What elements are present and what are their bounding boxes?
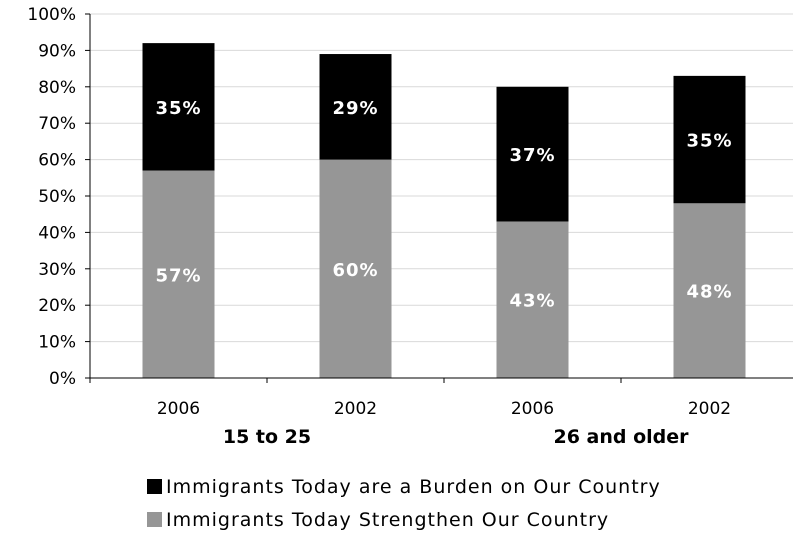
- data-label: 35%: [686, 131, 732, 152]
- y-tick-label: 20%: [38, 296, 76, 316]
- x-category-label: 2006: [511, 399, 554, 419]
- y-axis-tick-labels: 0% 10% 20% 30% 40% 50% 60% 70% 80% 90% 100%: [27, 5, 90, 389]
- x-category-label: 2006: [157, 399, 200, 419]
- legend-swatch-strengthen: [147, 512, 162, 527]
- bar-segment-strengthen: [673, 203, 746, 378]
- data-label: 37%: [509, 145, 555, 166]
- y-tick-label: 0%: [49, 369, 76, 389]
- y-tick-label: 50%: [38, 187, 76, 207]
- x-group-label: 26 and older: [553, 426, 689, 448]
- data-label: 60%: [332, 260, 378, 281]
- y-tick-label: 30%: [38, 260, 76, 280]
- bar-segment-burden: [673, 75, 746, 204]
- x-category-label: 2002: [688, 399, 731, 419]
- y-tick-label: 90%: [38, 41, 76, 61]
- legend-swatch-burden: [147, 479, 162, 494]
- legend: Immigrants Today are a Burden on Our Cou…: [147, 470, 661, 536]
- x-axis-category-labels: 2006 2002 2006 2002: [157, 399, 731, 419]
- bar-segment-burden: [496, 86, 569, 222]
- data-label: 29%: [332, 98, 378, 119]
- legend-item-burden: Immigrants Today are a Burden on Our Cou…: [147, 470, 661, 503]
- y-tick-label: 10%: [38, 333, 76, 353]
- bar-segment-burden: [142, 43, 215, 171]
- legend-item-strengthen: Immigrants Today Strengthen Our Country: [147, 503, 661, 536]
- bar-segment-strengthen: [319, 159, 392, 378]
- bar-segment-burden: [319, 54, 392, 160]
- data-label: 35%: [155, 98, 201, 119]
- bars: [142, 43, 746, 378]
- y-tick-label: 60%: [38, 151, 76, 171]
- x-axis-group-labels: 15 to 25 26 and older: [223, 426, 689, 448]
- legend-label-strengthen: Immigrants Today Strengthen Our Country: [166, 508, 610, 531]
- bar-segment-strengthen: [142, 170, 215, 378]
- bar-segment-strengthen: [496, 221, 569, 378]
- data-labels: 57% 35% 60% 29% 43% 37% 48% 35%: [155, 98, 732, 312]
- axes: [89, 14, 793, 383]
- x-category-label: 2002: [334, 399, 377, 419]
- data-label: 48%: [686, 282, 732, 303]
- y-tick-label: 70%: [38, 114, 76, 134]
- legend-label-burden: Immigrants Today are a Burden on Our Cou…: [166, 475, 661, 498]
- y-tick-label: 80%: [38, 78, 76, 98]
- data-label: 43%: [509, 291, 555, 312]
- x-group-label: 15 to 25: [223, 426, 311, 448]
- y-tick-label: 100%: [27, 5, 76, 25]
- y-tick-label: 40%: [38, 223, 76, 243]
- data-label: 57%: [155, 265, 201, 286]
